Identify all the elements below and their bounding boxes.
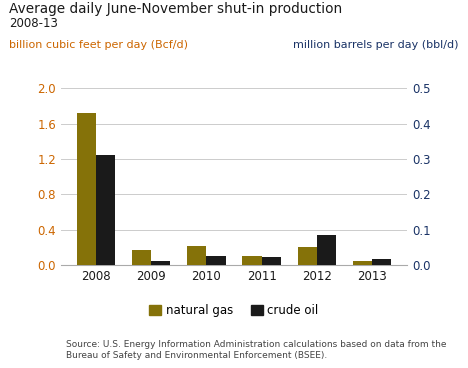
- Bar: [206, 256, 226, 265]
- Text: 2008-13: 2008-13: [9, 17, 58, 29]
- Bar: [317, 235, 336, 265]
- Bar: [151, 261, 170, 265]
- Text: Average daily June-November shut-in production: Average daily June-November shut-in prod…: [9, 2, 343, 16]
- Bar: [262, 257, 281, 265]
- Text: Source: U.S. Energy Information Administration calculations based on data from t: Source: U.S. Energy Information Administ…: [66, 340, 446, 360]
- Legend: natural gas, crude oil: natural gas, crude oil: [145, 299, 323, 322]
- Bar: [77, 113, 96, 265]
- Bar: [298, 247, 317, 265]
- Bar: [242, 256, 262, 265]
- Bar: [353, 261, 372, 265]
- Bar: [132, 250, 151, 265]
- Bar: [96, 155, 115, 265]
- Text: million barrels per day (bbl/d): million barrels per day (bbl/d): [293, 40, 459, 50]
- Bar: [372, 259, 391, 265]
- Text: billion cubic feet per day (Bcf/d): billion cubic feet per day (Bcf/d): [9, 40, 188, 50]
- Bar: [187, 245, 206, 265]
